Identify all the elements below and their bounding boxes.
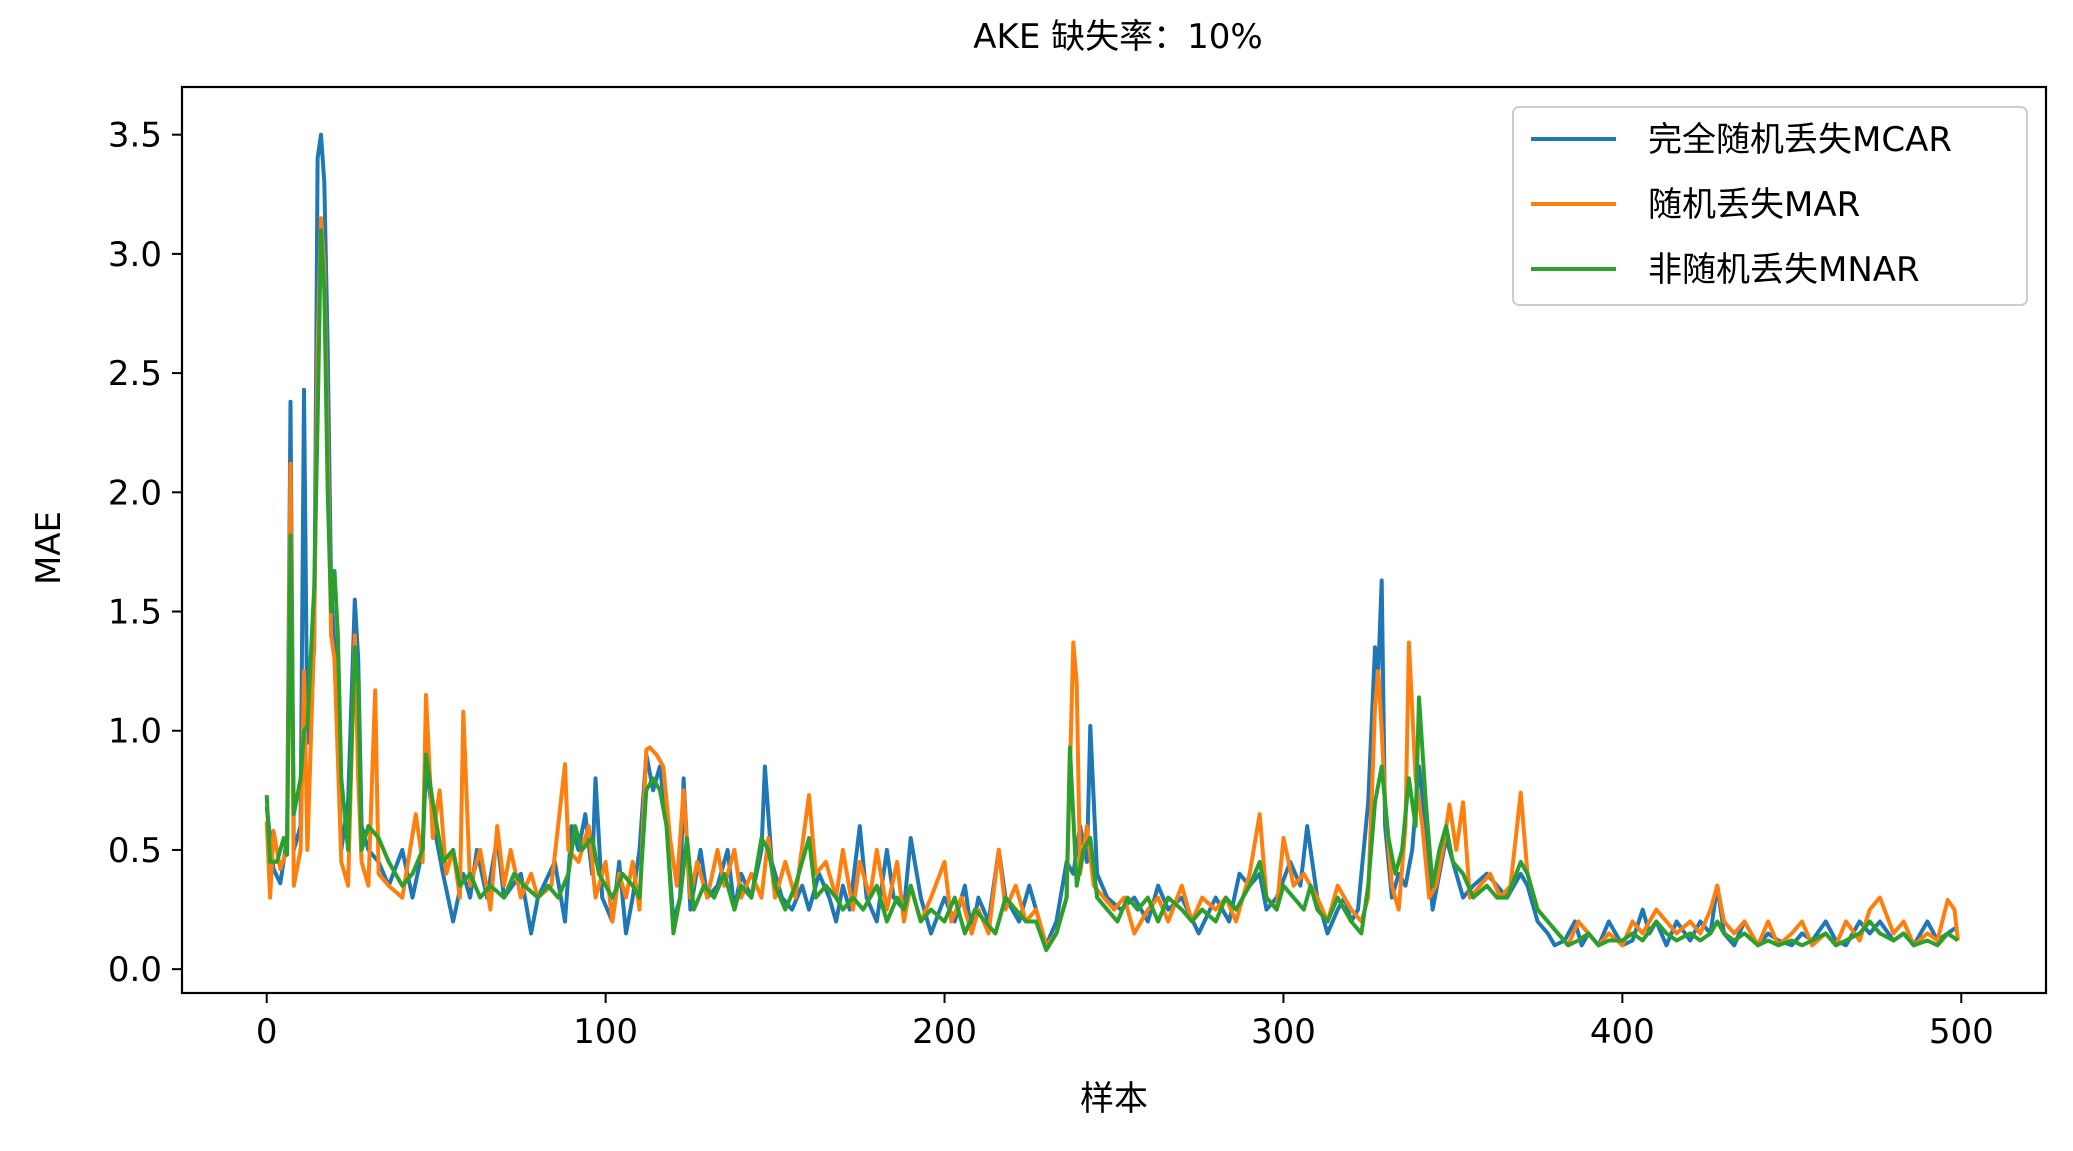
y-tick-label: 2.0: [108, 473, 162, 513]
y-tick-label: 0.5: [108, 831, 162, 871]
legend-label-0: 完全随机丢失MCAR: [1648, 120, 1952, 160]
y-tick-label: 2.5: [108, 354, 162, 394]
y-tick-label: 3.5: [108, 116, 162, 156]
x-tick-label: 400: [1590, 1012, 1655, 1052]
legend-box: [1512, 106, 2028, 306]
x-tick-label: 0: [256, 1012, 278, 1052]
x-tick-label: 200: [912, 1012, 977, 1052]
x-tick-label: 100: [573, 1012, 638, 1052]
x-axis-ticks: 0 100 200 300 400 500: [256, 993, 1994, 1052]
y-axis-ticks: 0.0 0.5 1.0 1.5 2.0 2.5 3.0 3.5: [108, 116, 182, 990]
y-tick-label: 1.0: [108, 712, 162, 752]
legend: 完全随机丢失MCAR 随机丢失MAR 非随机丢失MNAR: [1512, 106, 2028, 306]
series-line-2: [264, 228, 1960, 953]
x-tick-label: 500: [1929, 1012, 1994, 1052]
legend-label-2: 非随机丢失MNAR: [1648, 250, 1920, 290]
legend-items: 完全随机丢失MCAR 随机丢失MAR 非随机丢失MNAR: [1531, 120, 1952, 290]
y-tick-label: 3.0: [108, 235, 162, 275]
y-tick-label: 1.5: [108, 593, 162, 633]
x-axis-label: 样本: [1080, 1079, 1148, 1119]
x-tick-label: 300: [1251, 1012, 1316, 1052]
legend-label-1: 随机丢失MAR: [1648, 185, 1860, 225]
series-group: [264, 132, 1960, 953]
plot-frame: [180, 85, 2048, 995]
y-axis-label: MAE: [29, 511, 69, 585]
y-tick-label: 0.0: [108, 950, 162, 990]
chart-title: AKE 缺失率：10%: [973, 17, 1262, 57]
